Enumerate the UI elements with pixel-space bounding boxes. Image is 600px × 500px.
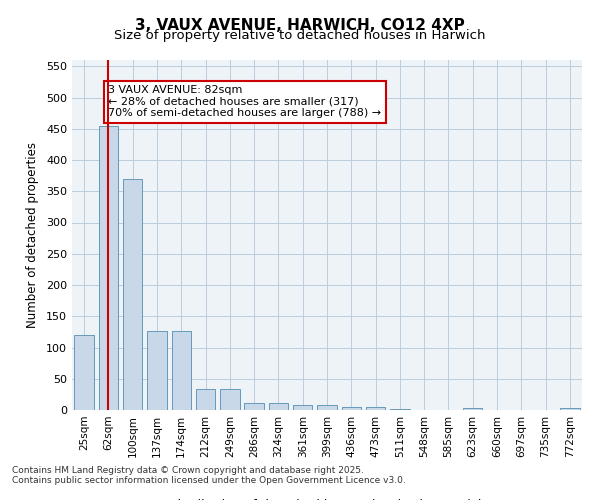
Bar: [463, 408, 482, 410]
Bar: [74, 335, 94, 410]
Bar: [123, 179, 142, 410]
X-axis label: Distribution of detached houses by size in Harwich: Distribution of detached houses by size …: [168, 498, 486, 500]
Bar: [293, 405, 313, 410]
Text: 3, VAUX AVENUE, HARWICH, CO12 4XP: 3, VAUX AVENUE, HARWICH, CO12 4XP: [135, 18, 465, 32]
Bar: [220, 390, 239, 410]
Text: 3 VAUX AVENUE: 82sqm
← 28% of detached houses are smaller (317)
70% of semi-deta: 3 VAUX AVENUE: 82sqm ← 28% of detached h…: [109, 85, 382, 118]
Bar: [317, 405, 337, 410]
Bar: [390, 409, 410, 410]
Bar: [196, 390, 215, 410]
Bar: [172, 330, 191, 410]
Bar: [99, 126, 118, 410]
Bar: [147, 330, 167, 410]
Bar: [269, 402, 288, 410]
Bar: [366, 407, 385, 410]
Bar: [244, 402, 264, 410]
Bar: [560, 408, 580, 410]
Bar: [341, 407, 361, 410]
Text: Size of property relative to detached houses in Harwich: Size of property relative to detached ho…: [114, 29, 486, 42]
Y-axis label: Number of detached properties: Number of detached properties: [26, 142, 39, 328]
Text: Contains HM Land Registry data © Crown copyright and database right 2025.
Contai: Contains HM Land Registry data © Crown c…: [12, 466, 406, 485]
